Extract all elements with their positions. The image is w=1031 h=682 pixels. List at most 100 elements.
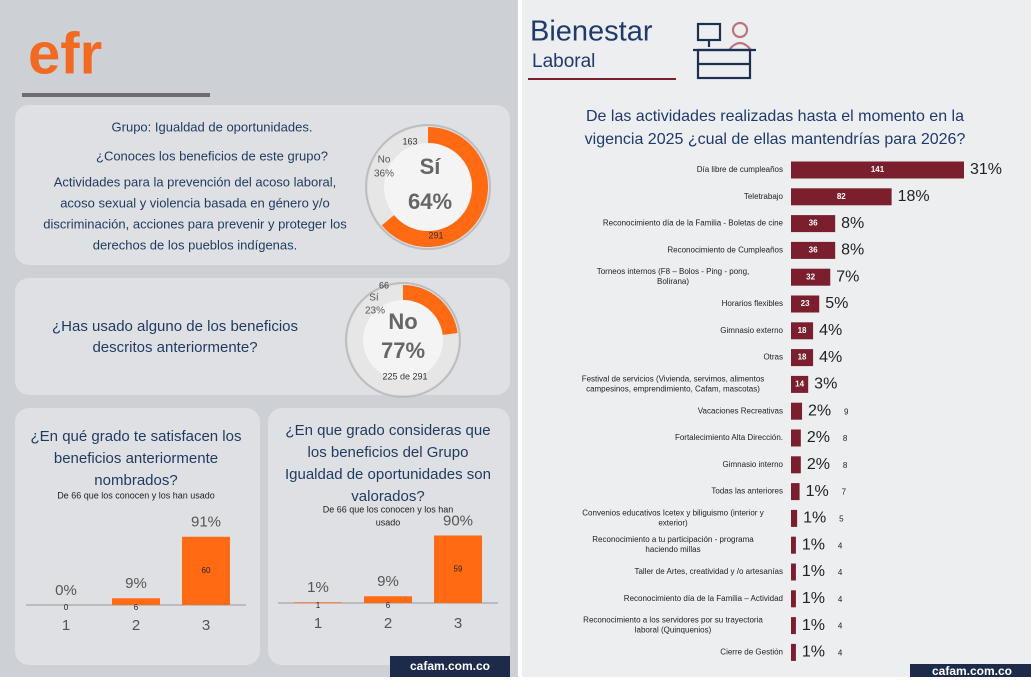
question: ¿Conoces los beneficios de este grupo?: [96, 148, 328, 163]
description-line: acoso sexual y violencia basada en géner…: [60, 195, 330, 210]
count-label: 60: [202, 566, 211, 575]
section-subtitle: Laboral: [532, 51, 595, 72]
category-label: Fortalecimiento Alta Dirección.: [675, 433, 783, 442]
x-tick-label: 1: [62, 617, 70, 634]
value-label: 91%: [191, 514, 221, 531]
bar: [791, 510, 797, 527]
category-label: Todas las anteriores: [711, 487, 783, 496]
count-label: 5: [839, 515, 844, 524]
percent-label: 4%: [819, 349, 842, 366]
donut-count: 225 de 291: [382, 371, 427, 381]
percent-label: 2%: [808, 402, 831, 419]
x-tick-label: 2: [384, 615, 392, 632]
count-label: 82: [837, 192, 846, 201]
category-label: Otras: [763, 353, 783, 362]
percent-label: 8%: [841, 242, 864, 259]
category-label: Gimnasio externo: [720, 326, 783, 335]
donut-count: 163: [402, 136, 417, 146]
donut-side-label: Sí: [369, 293, 379, 304]
x-tick-label: 1: [314, 615, 322, 632]
count-label: 6: [134, 603, 139, 612]
donut-main-value: 77%: [381, 338, 425, 363]
divider: [518, 0, 522, 677]
count-label: 4: [838, 595, 843, 604]
category-label: Reconocimiento día de la Familia – Activ…: [624, 594, 783, 603]
category-label: Reconocimiento de Cumpleaños: [667, 246, 783, 255]
percent-label: 8%: [841, 215, 864, 232]
group-name: Grupo: Igualdad de oportunidades.: [112, 119, 313, 134]
category-label: Festival de servicios (Vivienda, servimo…: [582, 375, 765, 394]
percent-label: 1%: [806, 483, 829, 500]
count-label: 36: [809, 219, 818, 228]
bar: [791, 403, 802, 420]
percent-label: 1%: [802, 536, 825, 553]
percent-label: 7%: [836, 268, 859, 285]
x-tick-label: 3: [454, 615, 462, 632]
bar: [791, 590, 796, 607]
bar: [791, 483, 800, 500]
description-line: Actividades para la prevención del acoso…: [54, 174, 337, 189]
chart-title: ¿En que grado consideras que: [285, 422, 490, 439]
count-label: 4: [838, 541, 843, 550]
category-label: Vacaciones Recreativas: [698, 406, 783, 415]
count-label: 6: [386, 601, 391, 610]
chart-subtitle: De 66 que los conocen y los han: [323, 504, 454, 514]
count-label: 7: [842, 488, 847, 497]
count-label: 4: [838, 568, 843, 577]
count-label: 4: [838, 622, 843, 631]
chart-subtitle: usado: [376, 517, 401, 527]
footer-link: cafam.com.co: [932, 664, 1012, 677]
percent-label: 1%: [802, 644, 825, 661]
section-title: Bienestar: [530, 16, 653, 48]
x-tick-label: 2: [132, 617, 140, 634]
category-label: Gimnasio interno: [723, 460, 784, 469]
count-label: 23: [801, 299, 810, 308]
percent-label: 4%: [819, 322, 842, 339]
donut-count: 66: [379, 280, 389, 290]
value-label: 0%: [55, 582, 77, 599]
bar: [791, 617, 796, 634]
percent-label: 1%: [802, 617, 825, 634]
category-label: Día libre de cumpleaños: [697, 165, 783, 174]
donut-count: 291: [428, 230, 443, 240]
bar: [791, 537, 796, 554]
count-label: 9: [844, 407, 849, 416]
x-tick-label: 3: [202, 617, 210, 634]
percent-label: 18%: [898, 188, 930, 205]
count-label: 1: [316, 601, 321, 610]
logo: efr: [28, 21, 102, 86]
chart-title: De las actividades realizadas hasta el m…: [586, 108, 964, 125]
percent-label: 1%: [802, 590, 825, 607]
percent-label: 2%: [807, 429, 830, 446]
percent-label: 3%: [814, 376, 837, 393]
count-label: 18: [798, 353, 807, 362]
infographic: efr Grupo: Igualdad de oportunidades. ¿Con…: [0, 0, 1031, 677]
percent-label: 5%: [825, 295, 848, 312]
value-label: 1%: [307, 579, 329, 596]
count-label: 8: [843, 434, 848, 443]
donut-main-label: Sí: [420, 154, 442, 179]
chart-title: vigencia 2025 ¿cual de ellas mantendrías…: [585, 131, 966, 148]
bar: [791, 456, 801, 473]
chart-title: nombrados?: [94, 472, 177, 489]
count-label: 18: [798, 326, 807, 335]
count-label: 141: [871, 165, 885, 174]
count-label: 0: [64, 603, 69, 612]
count-label: 14: [795, 380, 804, 389]
donut-main-value: 64%: [408, 189, 452, 214]
category-label: Cierre de Gestión: [720, 648, 783, 657]
category-label: Reconocimiento día de la Familia - Bolet…: [603, 219, 784, 228]
category-label: Horarios flexibles: [722, 299, 783, 308]
bar: [791, 430, 801, 447]
percent-label: 2%: [807, 456, 830, 473]
value-label: 9%: [125, 575, 147, 592]
count-label: 32: [806, 272, 815, 281]
donut-main-label: No: [388, 309, 417, 334]
question: ¿Has usado alguno de los beneficios: [52, 318, 298, 335]
chart-title: Igualdad de oportunidades son: [285, 466, 491, 483]
count-label: 36: [809, 246, 818, 255]
percent-label: 1%: [802, 563, 825, 580]
chart-subtitle: De 66 que los conocen y los han usado: [57, 490, 215, 500]
value-label: 9%: [377, 573, 399, 590]
count-label: 59: [454, 564, 463, 573]
